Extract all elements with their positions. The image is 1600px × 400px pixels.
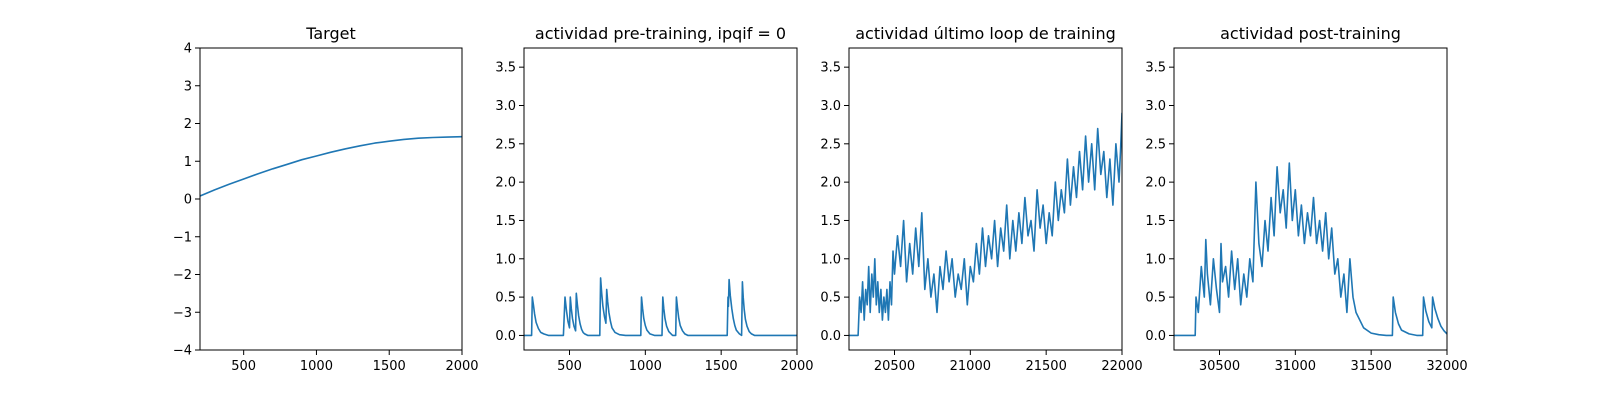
y-tick-label: 2.5 (820, 137, 841, 152)
y-tick-label: 3.0 (1145, 99, 1166, 114)
y-tick-label: 3.5 (1145, 61, 1166, 76)
chart-title: actividad post-training (1220, 24, 1401, 43)
y-tick-label: 2.0 (495, 176, 516, 191)
y-tick-label: −3 (173, 306, 192, 321)
x-tick-label: 1000 (629, 359, 662, 374)
series-line (524, 277, 797, 337)
y-tick-label: 1.0 (820, 252, 841, 267)
y-tick-label: 1.5 (495, 214, 516, 229)
y-tick-label: 1.0 (1145, 252, 1166, 267)
y-tick-label: 1 (184, 155, 192, 170)
y-tick-label: 3.0 (820, 99, 841, 114)
y-tick-label: 0.5 (495, 291, 516, 306)
subplot-post-training: actividad post-training 30500 31000 31500 3… (1145, 24, 1467, 374)
x-tick-label: 30500 (1199, 359, 1240, 374)
y-tick-label: 3 (184, 79, 192, 94)
x-tick-label: 500 (231, 359, 256, 374)
axes-frame (523, 47, 798, 351)
subplot-pre-training: actividad pre-training, ipqif = 0 500 100… (495, 24, 813, 374)
x-tick-label: 1500 (705, 359, 738, 374)
x-tick-label: 32000 (1426, 359, 1467, 374)
x-tick-label: 22000 (1101, 359, 1142, 374)
y-tick-label: 2.5 (1145, 137, 1166, 152)
y-tick-label: 3.5 (495, 61, 516, 76)
y-tick-label: 3.0 (495, 99, 516, 114)
x-tick-label: 2000 (445, 359, 478, 374)
chart-title: actividad último loop de training (855, 24, 1116, 43)
series-line (849, 112, 1122, 337)
y-tick-label: 0.0 (1145, 329, 1166, 344)
y-tick-label: 1.0 (495, 252, 516, 267)
y-tick-label: 0.0 (820, 329, 841, 344)
x-tick-label: 1000 (300, 359, 333, 374)
subplot-last-training-loop: actividad último loop de training 20500 2… (820, 24, 1142, 374)
y-tick-label: −1 (173, 230, 192, 245)
x-tick-label: 2000 (780, 359, 813, 374)
chart-title: actividad pre-training, ipqif = 0 (535, 24, 786, 43)
x-tick-label: 1500 (373, 359, 406, 374)
axes-frame (848, 47, 1123, 351)
y-tick-label: 0 (184, 193, 192, 208)
x-tick-label: 21500 (1025, 359, 1066, 374)
series-line (1174, 162, 1447, 337)
y-tick-label: 2.5 (495, 137, 516, 152)
subplot-target: Target 500 1000 1500 2000 −4 −3 −2 −1 0 1 2 3 4 (173, 24, 479, 374)
y-tick-label: −4 (173, 344, 192, 359)
y-tick-label: 0.0 (495, 329, 516, 344)
y-tick-label: 2.0 (1145, 176, 1166, 191)
x-tick-label: 31500 (1350, 359, 1391, 374)
y-tick-label: 0.5 (820, 291, 841, 306)
y-tick-label: 2.0 (820, 176, 841, 191)
axes-frame (1173, 47, 1448, 351)
y-tick-label: 3.5 (820, 61, 841, 76)
y-tick-label: 0.5 (1145, 291, 1166, 306)
x-tick-label: 31000 (1275, 359, 1316, 374)
y-tick-label: 1.5 (1145, 214, 1166, 229)
x-tick-label: 20500 (874, 359, 915, 374)
x-tick-label: 21000 (950, 359, 991, 374)
y-tick-label: 4 (184, 42, 192, 57)
chart-title: Target (305, 24, 356, 43)
series-line (200, 135, 462, 197)
y-tick-label: −2 (173, 268, 192, 283)
y-tick-label: 2 (184, 117, 192, 132)
y-tick-label: 1.5 (820, 214, 841, 229)
x-tick-label: 500 (557, 359, 582, 374)
